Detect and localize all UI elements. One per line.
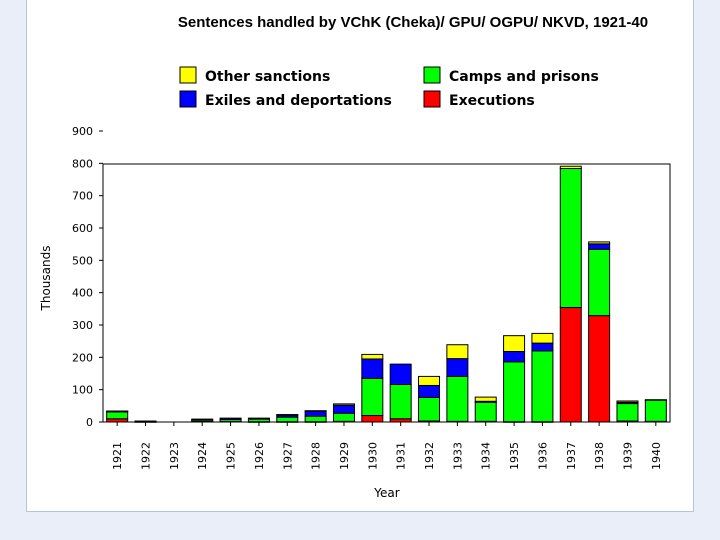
stacked-bar-chart: Sentences handled by VChK (Cheka)/ GPU/ … xyxy=(39,14,671,500)
bar-segment-camps-and-prisons-1928 xyxy=(304,415,327,423)
x-tick-label-1939: 1939 xyxy=(621,442,634,470)
bar-segment-exiles-and-deportations-1935 xyxy=(503,351,526,363)
x-tick-label-1930: 1930 xyxy=(366,442,379,470)
bar-segment-camps-and-prisons-1936 xyxy=(531,350,554,423)
legend-label-other-sanctions: Other sanctions xyxy=(205,69,330,85)
bar-segment-exiles-and-deportations-1925 xyxy=(219,417,242,420)
bar-segment-camps-and-prisons-1938 xyxy=(588,248,611,317)
chart-card: Sentences handled by VChK (Cheka)/ GPU/ … xyxy=(26,0,694,512)
x-tick-label-1924: 1924 xyxy=(196,442,209,470)
bar-segment-camps-and-prisons-1927 xyxy=(276,416,299,423)
bar-segment-camps-and-prisons-1935 xyxy=(503,361,526,423)
plot-frame xyxy=(102,163,671,423)
y-tick-label: 700 xyxy=(72,190,93,203)
legend-swatch-executions xyxy=(423,90,441,108)
y-tick-label: 800 xyxy=(72,157,93,170)
bar-segment-other-sanctions-1921 xyxy=(106,410,129,413)
legend-swatch-exiles-and-deportations xyxy=(179,90,197,108)
x-tick-label-1927: 1927 xyxy=(281,442,294,470)
bar-segment-other-sanctions-1933 xyxy=(446,344,469,360)
x-tick-label-1925: 1925 xyxy=(225,442,238,470)
x-tick-label-1934: 1934 xyxy=(480,442,493,470)
bar-segment-camps-and-prisons-1929 xyxy=(332,412,355,422)
y-axis-label: Thousands xyxy=(39,246,53,312)
y-tick-label: 0 xyxy=(86,416,93,429)
y-tick-label: 900 xyxy=(72,125,93,138)
x-tick-label-1922: 1922 xyxy=(140,442,153,470)
y-axis-ticks: 0 100 200 300 400 500 600 700 800 900 xyxy=(72,125,103,429)
chart-title: Sentences handled by VChK (Cheka)/ GPU/ … xyxy=(178,14,648,31)
bar-segment-exiles-and-deportations-1924 xyxy=(191,418,214,421)
bar-segment-other-sanctions-1935 xyxy=(503,335,526,353)
bar-segment-other-sanctions-1932 xyxy=(418,375,441,386)
y-tick-label: 100 xyxy=(72,384,93,397)
bars xyxy=(106,165,667,423)
bar-segment-exiles-and-deportations-1931 xyxy=(389,363,412,385)
x-tick-label-1923: 1923 xyxy=(168,442,181,470)
bar-segment-camps-and-prisons-1940 xyxy=(644,399,667,422)
bar-segment-executions-1930 xyxy=(361,415,384,423)
bar-segment-other-sanctions-1927 xyxy=(276,414,299,416)
legend-label-executions: Executions xyxy=(449,93,535,109)
bar-segment-exiles-and-deportations-1929 xyxy=(332,404,355,414)
bar-segment-executions-1938 xyxy=(588,315,611,423)
bar-segment-exiles-and-deportations-1936 xyxy=(531,342,554,352)
bar-segment-camps-and-prisons-1930 xyxy=(361,377,384,417)
bar-segment-other-sanctions-1928 xyxy=(304,410,327,412)
x-tick-label-1935: 1935 xyxy=(508,442,521,470)
bar-segment-camps-and-prisons-1937 xyxy=(559,168,582,309)
x-axis-label: Year xyxy=(373,486,399,500)
bar-segment-exiles-and-deportations-1938 xyxy=(588,243,611,250)
x-tick-label-1938: 1938 xyxy=(593,442,606,470)
x-tick-label-1926: 1926 xyxy=(253,442,266,470)
bar-segment-exiles-and-deportations-1932 xyxy=(418,384,441,398)
bar-segment-camps-and-prisons-1932 xyxy=(418,396,441,422)
legend-label-exiles-and-deportations: Exiles and deportations xyxy=(205,93,392,109)
legend-swatch-camps-and-prisons xyxy=(423,66,441,84)
y-tick-label: 600 xyxy=(72,222,93,235)
bar-segment-other-sanctions-1929 xyxy=(332,403,355,406)
bar-segment-camps-and-prisons-1933 xyxy=(446,375,469,422)
bar-segment-camps-and-prisons-1921 xyxy=(106,411,129,420)
legend: Other sanctions Camps and prisons Exiles… xyxy=(179,66,599,109)
y-tick-label: 300 xyxy=(72,319,93,332)
x-tick-label-1936: 1936 xyxy=(536,442,549,470)
bar-segment-executions-1937 xyxy=(559,307,582,423)
y-tick-label: 200 xyxy=(72,351,93,364)
x-tick-label-1931: 1931 xyxy=(395,442,408,470)
bar-segment-other-sanctions-1937 xyxy=(559,165,582,170)
bar-segment-camps-and-prisons-1934 xyxy=(474,401,497,422)
bar-segment-exiles-and-deportations-1926 xyxy=(247,417,270,420)
legend-swatch-other-sanctions xyxy=(179,66,197,84)
bar-segment-other-sanctions-1939 xyxy=(616,400,639,403)
x-tick-label-1928: 1928 xyxy=(310,442,323,470)
x-tick-label-1940: 1940 xyxy=(650,442,663,470)
bar-segment-exiles-and-deportations-1933 xyxy=(446,358,469,377)
x-tick-label-1937: 1937 xyxy=(565,442,578,470)
y-tick-label: 400 xyxy=(72,287,93,300)
bar-segment-exiles-and-deportations-1922 xyxy=(134,420,157,423)
x-tick-label-1932: 1932 xyxy=(423,442,436,470)
legend-label-camps-and-prisons: Camps and prisons xyxy=(449,69,599,85)
x-tick-label-1921: 1921 xyxy=(111,442,124,470)
bar-segment-camps-and-prisons-1931 xyxy=(389,383,412,420)
bar-segment-other-sanctions-1940 xyxy=(644,399,667,401)
x-tick-label-1929: 1929 xyxy=(338,442,351,470)
x-tick-label-1933: 1933 xyxy=(451,442,464,470)
bar-segment-other-sanctions-1934 xyxy=(474,396,497,402)
y-tick-label: 500 xyxy=(72,254,93,267)
bar-segment-exiles-and-deportations-1930 xyxy=(361,358,384,379)
bar-segment-other-sanctions-1938 xyxy=(588,241,611,245)
x-axis-ticks: 1921 1922 1923 1924 1925 1926 1927 1928 1929 1930… xyxy=(111,422,663,470)
bar-segment-other-sanctions-1930 xyxy=(361,353,384,360)
bar-segment-other-sanctions-1936 xyxy=(531,332,554,344)
bar-segment-camps-and-prisons-1939 xyxy=(616,403,639,422)
